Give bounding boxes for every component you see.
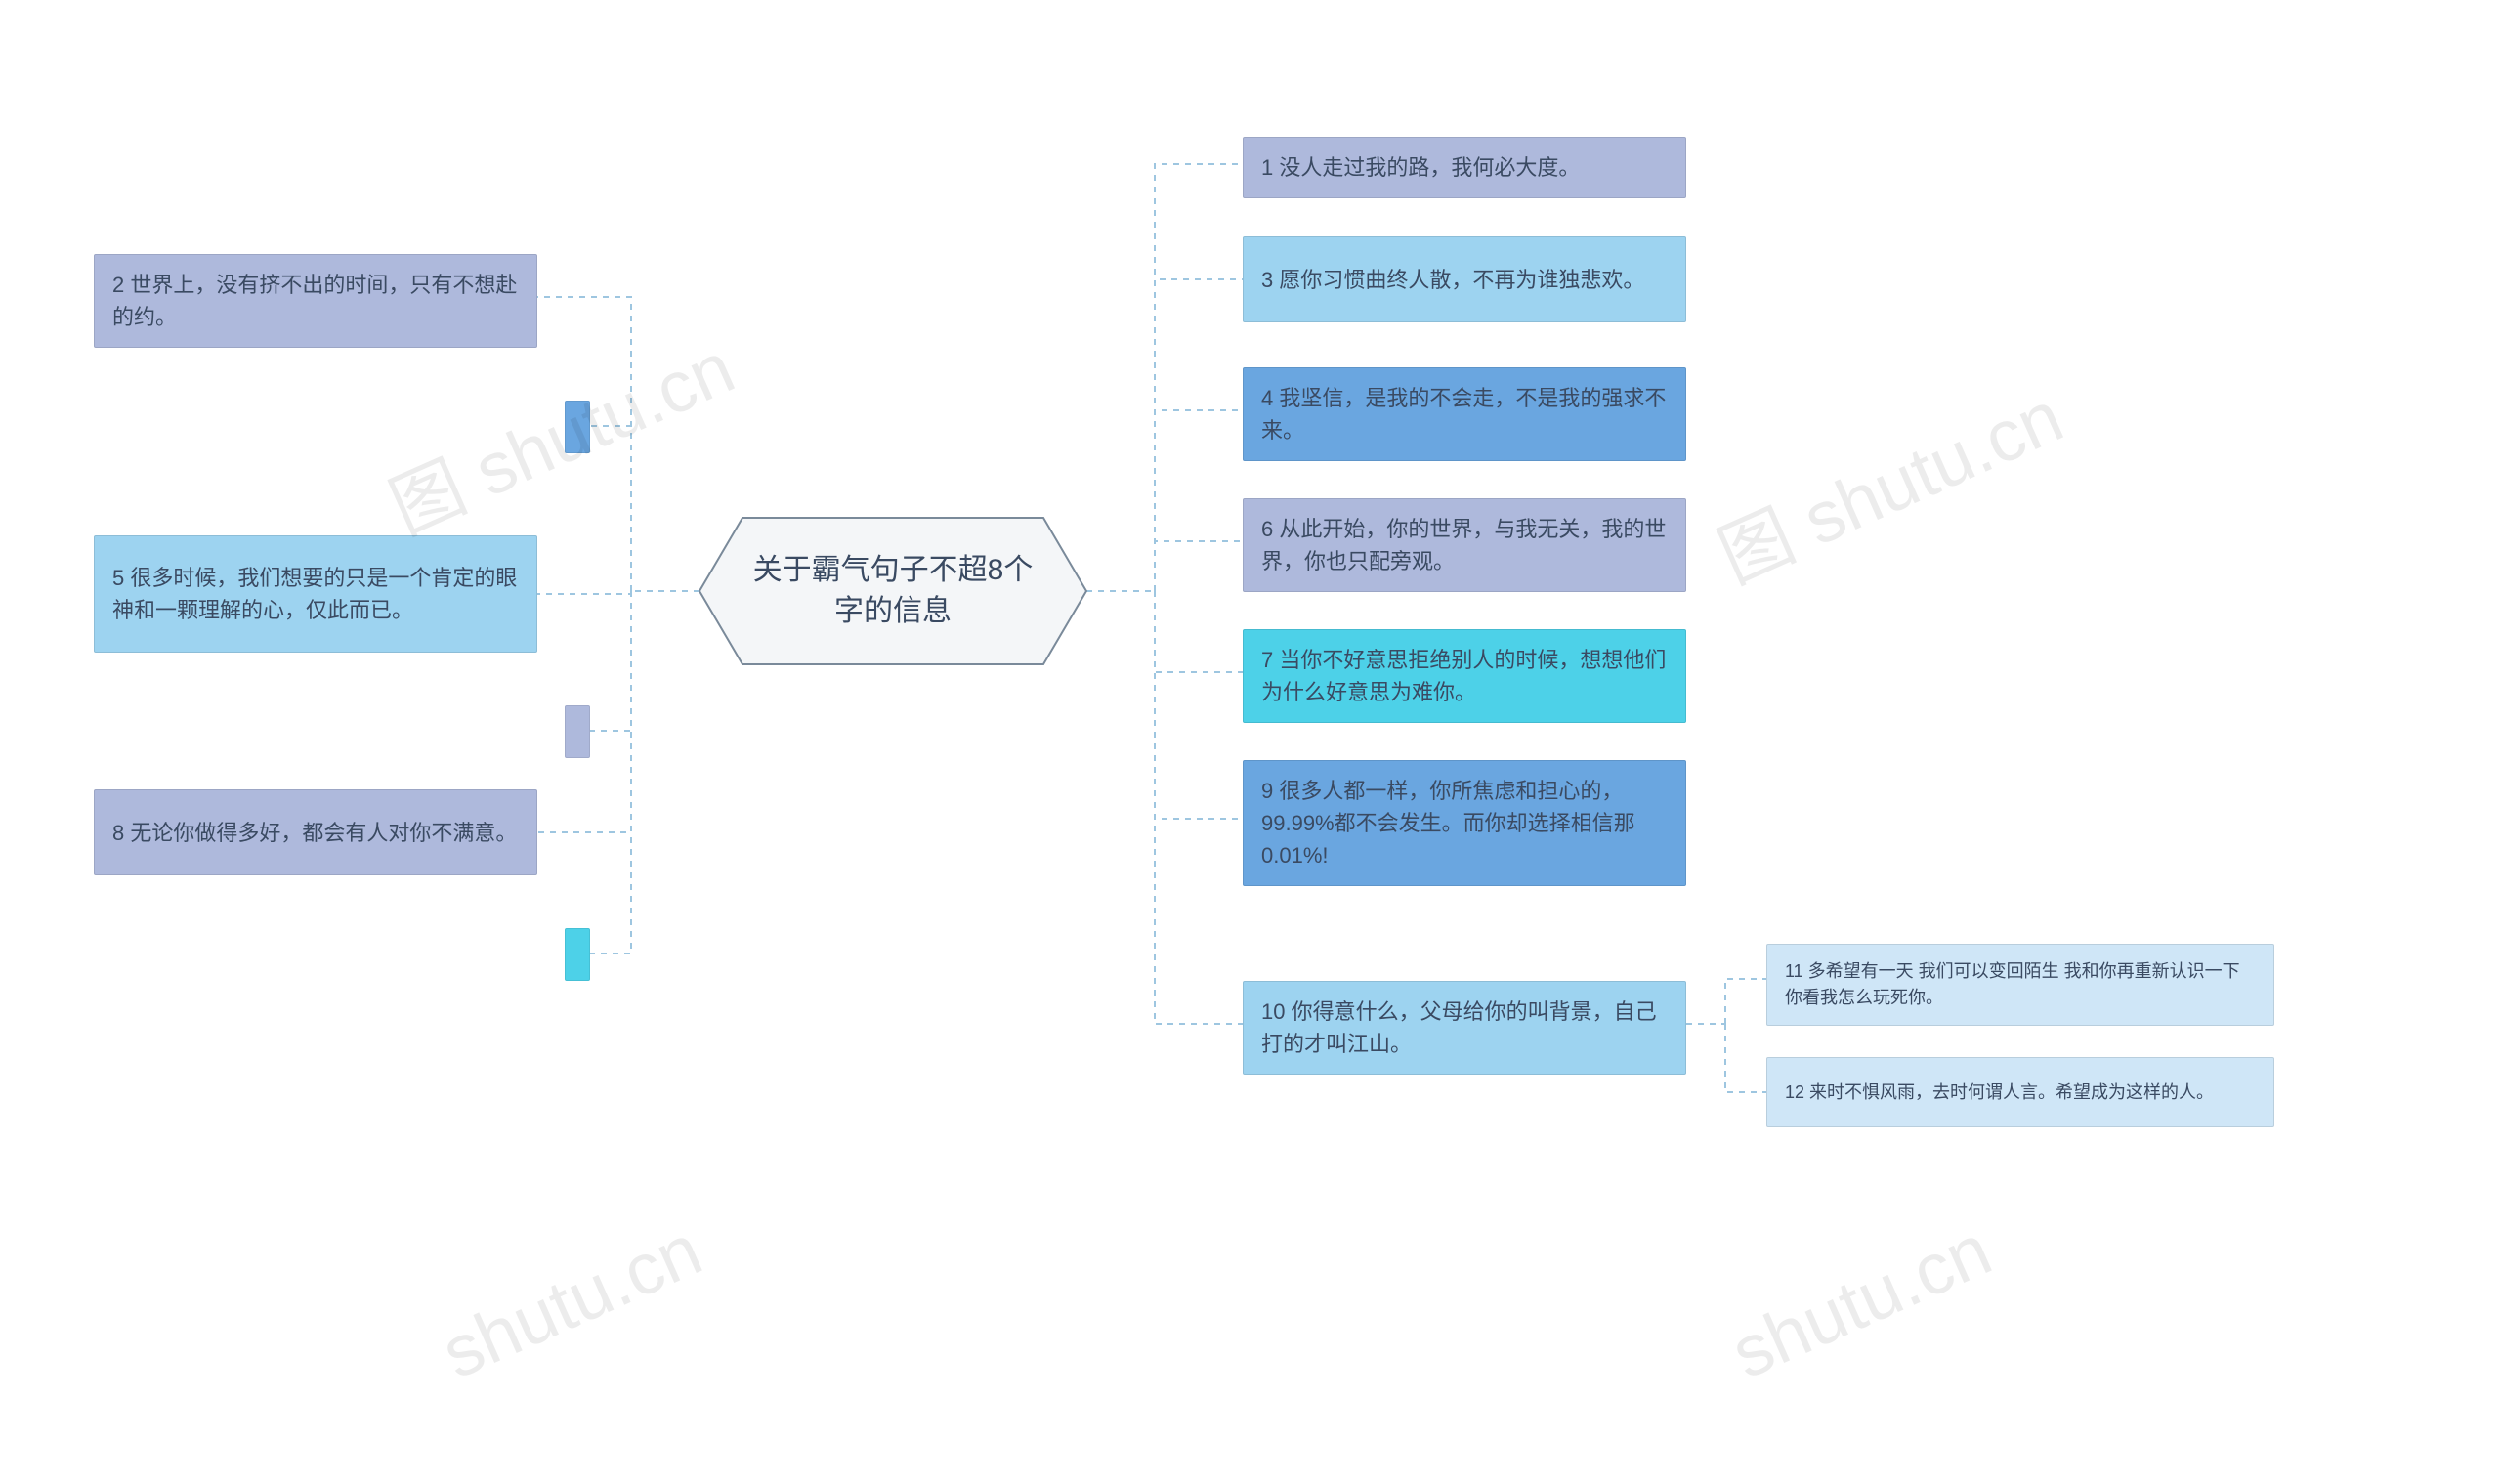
node-l5: 5 很多时候，我们想要的只是一个肯定的眼神和一颗理解的心，仅此而已。 (94, 535, 537, 653)
node-c11: 11 多希望有一天 我们可以变回陌生 我和你再重新认识一下 你看我怎么玩死你。 (1766, 944, 2274, 1026)
center-label: 关于霸气句子不超8个字的信息 (699, 518, 1086, 664)
node-r1: 1 没人走过我的路，我何必大度。 (1243, 137, 1686, 198)
connector-layer (0, 0, 2501, 1484)
node-l8: 8 无论你做得多好，都会有人对你不满意。 (94, 789, 537, 875)
node-text: 11 多希望有一天 我们可以变回陌生 我和你再重新认识一下 你看我怎么玩死你。 (1767, 945, 2273, 1025)
node-r7: 7 当你不好意思拒绝别人的时候，想想他们为什么好意思为难你。 (1243, 629, 1686, 723)
node-r9: 9 很多人都一样，你所焦虑和担心的，99.99%都不会发生。而你却选择相信那0.… (1243, 760, 1686, 886)
node-text: 2 世界上，没有挤不出的时间，只有不想赴的约。 (95, 255, 536, 347)
node-text: 6 从此开始，你的世界，与我无关，我的世界，你也只配旁观。 (1244, 499, 1685, 591)
watermark: shutu.cn (1719, 1208, 2003, 1394)
node-text: 5 很多时候，我们想要的只是一个肯定的眼神和一颗理解的心，仅此而已。 (95, 548, 536, 640)
stub-s3 (565, 928, 590, 981)
node-text: 8 无论你做得多好，都会有人对你不满意。 (95, 803, 534, 863)
stub-s1 (565, 401, 590, 453)
node-l2: 2 世界上，没有挤不出的时间，只有不想赴的约。 (94, 254, 537, 348)
stub-s2 (565, 705, 590, 758)
mindmap-canvas: { "type": "mindmap", "canvas": { "width"… (0, 0, 2501, 1484)
node-r6: 6 从此开始，你的世界，与我无关，我的世界，你也只配旁观。 (1243, 498, 1686, 592)
node-text: 12 来时不惧风雨，去时何谓人言。希望成为这样的人。 (1767, 1066, 2231, 1120)
node-r3: 3 愿你习惯曲终人散，不再为谁独悲欢。 (1243, 236, 1686, 322)
node-text: 3 愿你习惯曲终人散，不再为谁独悲欢。 (1244, 250, 1662, 310)
node-text: 4 我坚信，是我的不会走，不是我的强求不来。 (1244, 368, 1685, 460)
node-text: 7 当你不好意思拒绝别人的时候，想想他们为什么好意思为难你。 (1244, 630, 1685, 722)
center-node: 关于霸气句子不超8个字的信息 (699, 518, 1086, 664)
watermark: shutu.cn (430, 1208, 713, 1394)
node-r4: 4 我坚信，是我的不会走，不是我的强求不来。 (1243, 367, 1686, 461)
node-text: 9 很多人都一样，你所焦虑和担心的，99.99%都不会发生。而你却选择相信那0.… (1244, 761, 1685, 885)
node-text: 1 没人走过我的路，我何必大度。 (1244, 138, 1597, 197)
node-r10: 10 你得意什么，父母给你的叫背景，自己打的才叫江山。 (1243, 981, 1686, 1075)
watermark: 图 shutu.cn (1700, 360, 2076, 604)
node-c12: 12 来时不惧风雨，去时何谓人言。希望成为这样的人。 (1766, 1057, 2274, 1127)
node-text: 10 你得意什么，父母给你的叫背景，自己打的才叫江山。 (1244, 982, 1685, 1074)
